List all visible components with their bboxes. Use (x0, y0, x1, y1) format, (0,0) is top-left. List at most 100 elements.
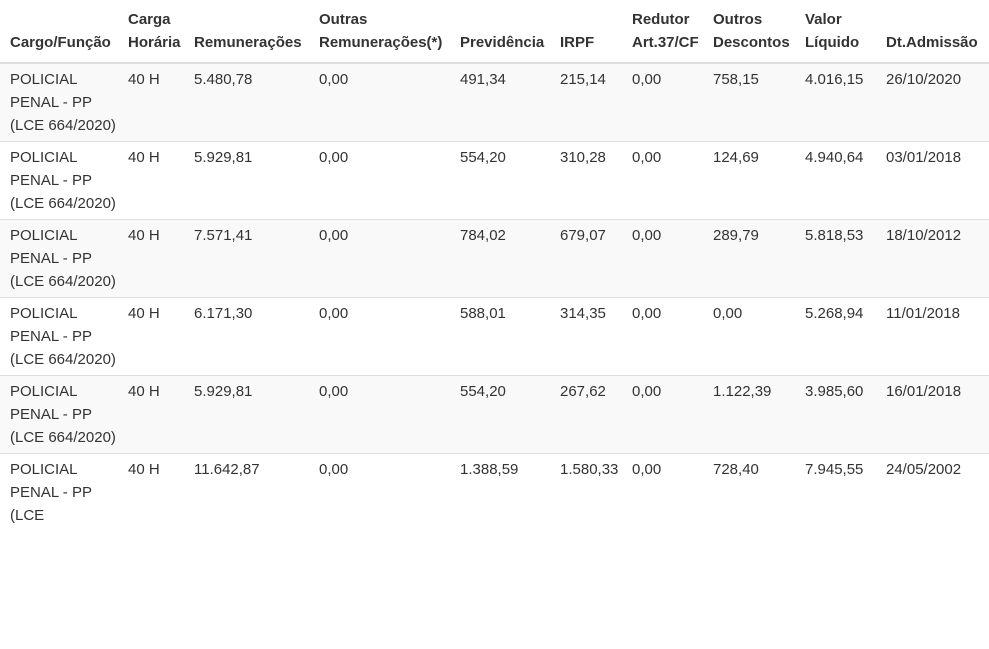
cell-dt-admissao: 16/01/2018 (882, 375, 989, 454)
cell-remuneracoes: 7.571,41 (190, 219, 315, 298)
cell-redutor: 0,00 (628, 62, 709, 142)
cell-valor-liquido: 5.268,94 (801, 297, 882, 376)
header-cargo: Cargo/Função (6, 0, 124, 64)
header-label-line: Carga (128, 11, 171, 28)
header-label-line: Outras (319, 11, 368, 28)
cell-remuneracoes: 5.929,81 (190, 141, 315, 220)
cell-redutor: 0,00 (628, 219, 709, 298)
header-label-line: Cargo/Função (10, 34, 111, 51)
header-label-line: IRPF (560, 34, 595, 51)
salary-table: Cargo/Função Carga Horária Remunerações O… (0, 0, 989, 531)
header-label-line: Previdência (460, 34, 545, 51)
header-label-line: Redutor (632, 11, 690, 28)
header-label-line: Remunerações (194, 34, 302, 51)
cell-cargo: POLICIAL PENAL - PP (LCE 664/2020) (6, 219, 124, 298)
cell-outros-descontos: 1.122,39 (709, 375, 801, 454)
cell-cut-text: 0 (0, 297, 6, 376)
cell-carga-horaria: 40 H (124, 453, 190, 531)
header-previdencia: Previdência (456, 0, 556, 64)
cell-previdencia: 554,20 (456, 141, 556, 220)
cell-previdencia: 491,34 (456, 62, 556, 142)
cell-outras-remuneracoes: 0,00 (315, 141, 456, 220)
cell-carga-horaria: 40 H (124, 297, 190, 376)
cell-carga-horaria: 40 H (124, 141, 190, 220)
cell-outros-descontos: 728,40 (709, 453, 801, 531)
cell-previdencia: 554,20 (456, 375, 556, 454)
header-label-line: Art.37/CF (632, 34, 699, 51)
cell-irpf: 1.580,33 (556, 453, 628, 531)
header-cut-column (0, 0, 6, 64)
header-label-line: Descontos (713, 34, 790, 51)
cell-cut-text: 0 (0, 375, 6, 454)
cell-redutor: 0,00 (628, 453, 709, 531)
cell-remuneracoes: 5.480,78 (190, 62, 315, 142)
cell-cut-text: 0 (0, 219, 6, 298)
cell-outras-remuneracoes: 0,00 (315, 375, 456, 454)
cell-outras-remuneracoes: 0,00 (315, 453, 456, 531)
cell-cargo: POLICIAL PENAL - PP (LCE 664/2020) (6, 297, 124, 376)
cell-outras-remuneracoes: 0,00 (315, 219, 456, 298)
cell-valor-liquido: 7.945,55 (801, 453, 882, 531)
header-label-line: Horária (128, 34, 181, 51)
cell-irpf: 310,28 (556, 141, 628, 220)
header-carga-horaria: Carga Horária (124, 0, 190, 64)
header-valor-liquido: Valor Líquido (801, 0, 882, 64)
cell-cargo: POLICIAL PENAL - PP (LCE 664/2020) (6, 375, 124, 454)
cell-irpf: 215,14 (556, 62, 628, 142)
cell-remuneracoes: 5.929,81 (190, 375, 315, 454)
cell-valor-liquido: 5.818,53 (801, 219, 882, 298)
cell-valor-liquido: 4.016,15 (801, 62, 882, 142)
cell-cut-text: 0 (0, 141, 6, 220)
cell-previdencia: 784,02 (456, 219, 556, 298)
cell-cargo: POLICIAL PENAL - PP (LCE 664/2020) (6, 141, 124, 220)
cell-irpf: 679,07 (556, 219, 628, 298)
cell-redutor: 0,00 (628, 141, 709, 220)
cell-outros-descontos: 124,69 (709, 141, 801, 220)
cell-carga-horaria: 40 H (124, 375, 190, 454)
cell-redutor: 0,00 (628, 297, 709, 376)
header-label-line: Outros (713, 11, 763, 28)
cell-redutor: 0,00 (628, 375, 709, 454)
cell-dt-admissao: 11/01/2018 (882, 297, 989, 376)
cell-previdencia: 1.388,59 (456, 453, 556, 531)
header-irpf: IRPF (556, 0, 628, 64)
header-redutor: Redutor Art.37/CF (628, 0, 709, 64)
cell-valor-liquido: 3.985,60 (801, 375, 882, 454)
cell-dt-admissao: 18/10/2012 (882, 219, 989, 298)
cell-valor-liquido: 4.940,64 (801, 141, 882, 220)
cell-cut-text: 0 (0, 62, 6, 142)
header-outros-descontos: Outros Descontos (709, 0, 801, 64)
header-remuneracoes: Remunerações (190, 0, 315, 64)
header-label-line: Líquido (805, 34, 860, 51)
cell-outros-descontos: 289,79 (709, 219, 801, 298)
cell-outras-remuneracoes: 0,00 (315, 297, 456, 376)
cell-cargo: POLICIAL PENAL - PP (LCE 664/2020) (6, 62, 124, 142)
cell-previdencia: 588,01 (456, 297, 556, 376)
header-label-line: Dt.Admissão (886, 34, 978, 51)
cell-outras-remuneracoes: 0,00 (315, 62, 456, 142)
cell-dt-admissao: 24/05/2002 (882, 453, 989, 531)
cell-carga-horaria: 40 H (124, 62, 190, 142)
header-outras-remuneracoes: Outras Remunerações(*) (315, 0, 456, 64)
cell-outros-descontos: 758,15 (709, 62, 801, 142)
header-dt-admissao: Dt.Admissão (882, 0, 989, 64)
cell-dt-admissao: 03/01/2018 (882, 141, 989, 220)
cell-outros-descontos: 0,00 (709, 297, 801, 376)
cell-cut-text: 0 (0, 453, 6, 531)
table-header-row: Cargo/Função Carga Horária Remunerações O… (0, 0, 989, 64)
header-label-line: Remunerações(*) (319, 34, 443, 51)
cell-irpf: 314,35 (556, 297, 628, 376)
cell-dt-admissao: 26/10/2020 (882, 62, 989, 142)
cell-remuneracoes: 6.171,30 (190, 297, 315, 376)
header-label-line: Valor (805, 11, 842, 28)
cell-cargo: POLICIAL PENAL - PP (LCE (6, 453, 124, 531)
cell-carga-horaria: 40 H (124, 219, 190, 298)
